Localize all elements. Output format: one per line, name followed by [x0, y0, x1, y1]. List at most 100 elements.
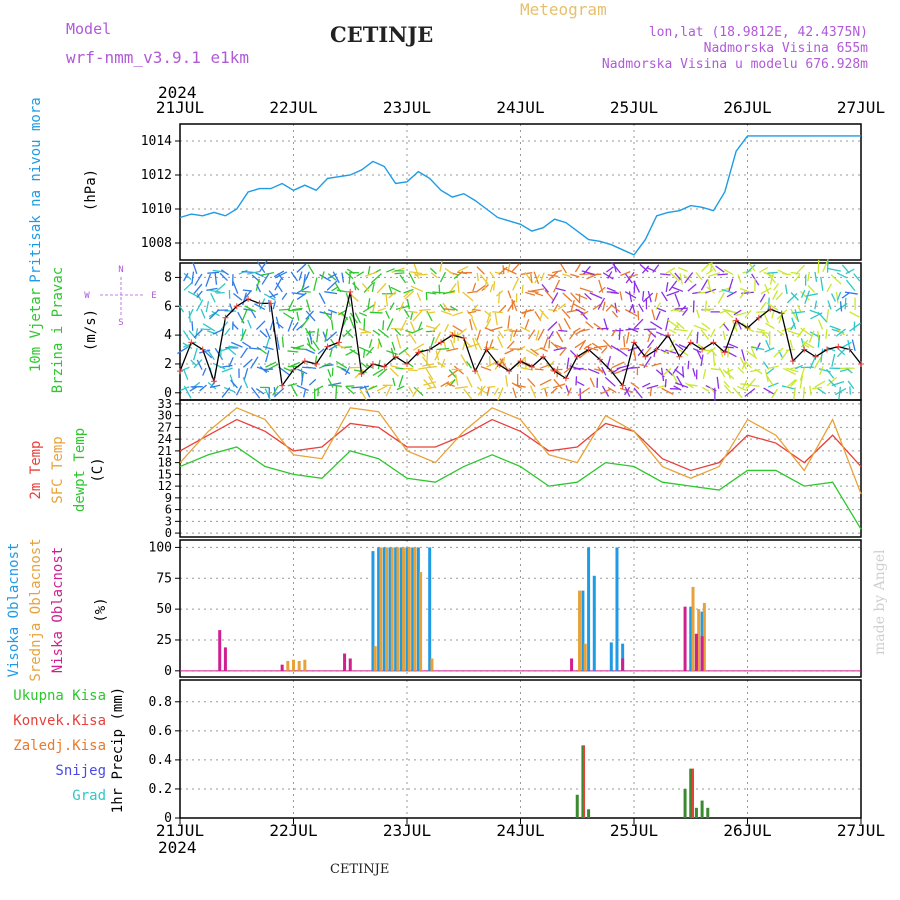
wind-barb: [809, 356, 817, 369]
wind-barb: [256, 261, 266, 273]
cloud-bar: [292, 659, 295, 671]
wind-barb: [211, 384, 221, 388]
wind-barb: [386, 268, 395, 273]
wind-barb: [812, 386, 823, 390]
wind-barb: [494, 312, 498, 326]
wind-barb: [638, 303, 644, 313]
wind-barb: [345, 385, 355, 388]
wind-gust-marker: [211, 378, 218, 385]
wind-barb: [845, 279, 856, 292]
wind-barb: [192, 262, 198, 275]
wind-barb: [212, 362, 226, 370]
wind-barb: [707, 279, 711, 291]
wind-barb: [288, 308, 302, 312]
wind-barb: [429, 267, 437, 275]
wind-barb: [207, 271, 220, 274]
cloud-bar: [411, 547, 415, 671]
precip-bar-konv: [583, 745, 586, 818]
wind-barb: [614, 302, 618, 313]
wind-barb: [723, 349, 737, 358]
wind-barb: [687, 283, 697, 292]
wind-barb: [287, 300, 294, 312]
wind-barb: [765, 322, 775, 330]
wind-barb: [344, 271, 354, 280]
wind-barb: [543, 387, 548, 397]
wind-barb: [551, 292, 559, 304]
wind-barb: [765, 339, 771, 350]
precip-unit: 1hr Precip (mm): [110, 687, 126, 813]
wind-barb: [785, 379, 797, 389]
wind-barb: [316, 328, 320, 343]
wind-barb: [835, 328, 846, 337]
wind-barb: [365, 346, 375, 356]
wind-barb: [237, 311, 245, 324]
wind-barb: [575, 376, 578, 386]
wind-barb: [786, 367, 799, 373]
x-tick-label-top: 25JUL: [610, 98, 658, 117]
wind-barb: [606, 287, 616, 292]
wind-barb: [576, 381, 585, 387]
wind-barb: [760, 301, 767, 311]
wind-barb: [643, 328, 657, 331]
wind-barb: [723, 268, 734, 275]
y-tick-label: 1012: [141, 168, 172, 183]
wind-barb: [296, 285, 310, 294]
wind-barb: [498, 330, 505, 339]
y-tick-label: 27: [158, 420, 172, 434]
wind-barb: [416, 292, 422, 302]
wind-barb: [639, 363, 648, 368]
wind-barb: [471, 317, 478, 331]
compass-west: W: [84, 291, 90, 301]
wind-barb: [457, 265, 469, 273]
cloud-bar: [390, 547, 394, 671]
wind-barb: [503, 267, 517, 275]
wind-barb: [618, 328, 621, 340]
wind-barb: [408, 310, 418, 314]
wind-barb: [790, 271, 800, 275]
wind-barb: [290, 346, 301, 349]
wind-barb: [192, 347, 198, 361]
wind-barb: [382, 320, 385, 331]
year-label-top: 2024: [158, 83, 197, 102]
cloud-bar: [379, 547, 383, 671]
wind-barb: [265, 328, 271, 340]
wind-barb: [202, 323, 216, 332]
wind-barb: [764, 369, 769, 383]
wind-barb: [611, 310, 619, 318]
wind-barb: [414, 273, 428, 276]
y-tick-label: 33: [158, 397, 172, 411]
wind-barb: [410, 285, 424, 293]
wind-barb: [642, 382, 651, 388]
wind-barb: [390, 364, 400, 369]
wind-barb: [706, 346, 716, 355]
wind-barb: [794, 309, 800, 323]
wind-barb: [439, 260, 443, 272]
x-tick-label-top: 24JUL: [496, 98, 544, 117]
wind-barb: [314, 385, 324, 392]
wind-barb: [440, 381, 450, 388]
wind-barb: [497, 336, 504, 348]
wind-barb: [535, 292, 544, 297]
y-tick-label: 50: [156, 602, 172, 617]
wind-barb: [489, 271, 496, 279]
wind-barb: [745, 378, 756, 390]
wind-barb: [423, 378, 432, 389]
wind-barb: [826, 368, 835, 379]
wind-gust-marker: [301, 358, 308, 365]
wind-barb: [826, 283, 833, 293]
wind-gust-marker: [540, 353, 547, 360]
wind-barb: [403, 349, 411, 358]
wind-barb: [182, 330, 191, 341]
wind-barb: [548, 308, 558, 312]
wind-barb: [737, 366, 745, 374]
cloud-bar: [280, 664, 284, 671]
wind-barb: [371, 281, 375, 293]
wind-barb: [224, 327, 231, 336]
wind-barb: [581, 270, 595, 276]
y-tick-label: 1010: [141, 202, 172, 217]
x-tick-label-bottom: 23JUL: [383, 821, 431, 840]
wind-barb: [583, 343, 592, 350]
wind-barb: [794, 364, 803, 370]
wind-barb: [718, 367, 726, 378]
wind-barb: [534, 368, 544, 371]
